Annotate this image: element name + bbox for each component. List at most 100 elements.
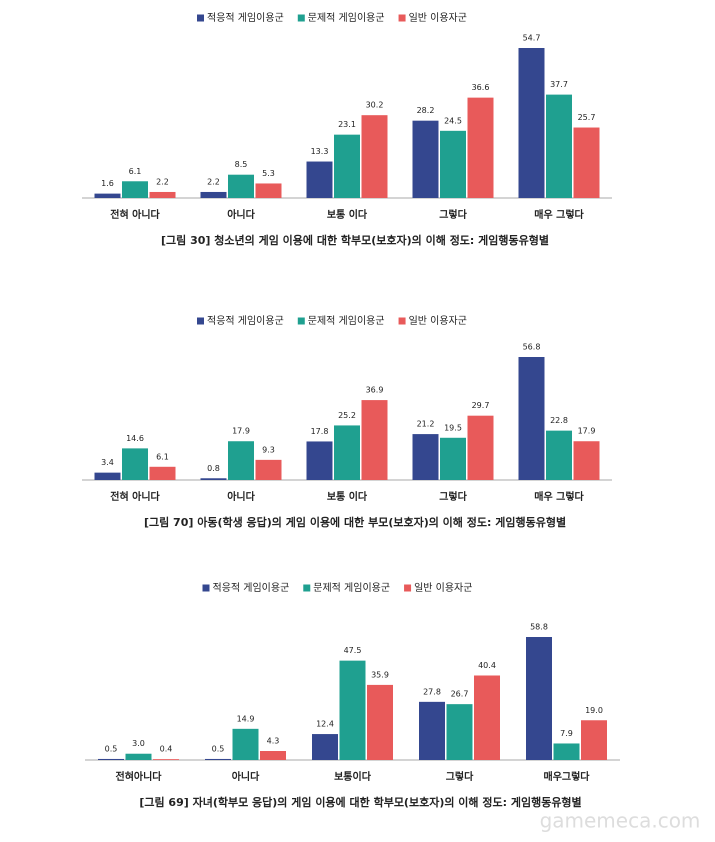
legend-swatch (297, 317, 305, 325)
bar (334, 134, 360, 198)
bar (125, 753, 152, 760)
legend-swatch (197, 317, 204, 325)
legend-swatch (202, 584, 210, 592)
x-tick-label: 보통 이다 (327, 208, 368, 221)
data-label: 23.1 (338, 120, 356, 129)
data-label: 26.7 (451, 690, 469, 699)
legend-label: 적응적 게임이용군 (207, 11, 284, 24)
legend-swatch (303, 584, 311, 592)
bar (334, 425, 360, 480)
data-label: 2.2 (207, 177, 220, 186)
data-label: 25.7 (578, 113, 596, 122)
x-tick-label: 매우 그렇다 (534, 208, 584, 221)
data-label: 17.8 (311, 427, 329, 436)
x-tick-label: 그렇다 (439, 208, 467, 221)
data-label: 21.2 (417, 420, 435, 429)
data-label: 14.6 (126, 434, 144, 443)
data-label: 6.1 (156, 452, 169, 461)
x-tick-label: 보통이다 (334, 770, 372, 783)
bar (518, 357, 545, 480)
chart-caption: [그림 70] 아동(학생 응답)의 게임 이용에 대한 부모(보호자)의 이해… (144, 515, 566, 529)
data-label: 35.9 (371, 670, 389, 679)
legend-label: 적응적 게임이용군 (213, 581, 290, 594)
legend-swatch (197, 14, 204, 22)
bar (255, 183, 282, 198)
data-label: 4.3 (267, 737, 280, 746)
data-label: 47.5 (344, 646, 362, 655)
bar (573, 127, 600, 198)
data-label: 58.8 (530, 623, 548, 632)
data-label: 56.8 (523, 343, 541, 352)
data-label: 1.6 (101, 179, 114, 188)
data-label: 54.7 (523, 34, 541, 43)
bar (553, 743, 580, 760)
data-label: 12.4 (316, 720, 334, 729)
bar (228, 441, 254, 480)
data-label: 27.8 (423, 687, 441, 696)
bar (412, 120, 439, 198)
x-tick-label: 전혀 아니다 (110, 208, 160, 221)
legend-swatch (297, 14, 305, 22)
legend-label: 문제적 게임이용군 (308, 11, 385, 24)
legend-label: 일반 이용자군 (409, 315, 467, 327)
x-tick-label: 매우 그렇다 (534, 490, 584, 503)
data-label: 3.0 (132, 739, 145, 748)
bar (312, 734, 338, 760)
data-label: 36.6 (472, 83, 490, 92)
watermark: gamemeca.com (540, 809, 701, 833)
bar (367, 684, 393, 760)
data-label: 7.9 (560, 729, 573, 738)
data-label: 22.8 (550, 416, 568, 425)
data-label: 8.5 (235, 160, 248, 169)
legend-label: 일반 이용자군 (414, 582, 472, 594)
data-label: 19.0 (585, 706, 603, 715)
bar (306, 441, 333, 480)
bar (228, 174, 254, 198)
bar (260, 751, 286, 760)
bar (306, 161, 333, 198)
data-label: 9.3 (262, 445, 275, 454)
data-label: 19.5 (444, 423, 462, 432)
data-label: 37.7 (550, 80, 568, 89)
chart-caption: [그림 69] 자녀(학부모 응답)의 게임 이용에 대한 학부모(보호자)의 … (139, 795, 581, 809)
legend-label: 적응적 게임이용군 (207, 314, 284, 327)
bar (361, 400, 388, 480)
bar (255, 459, 282, 480)
bar (467, 97, 494, 198)
bar (474, 675, 500, 760)
x-tick-label: 아니다 (227, 490, 255, 503)
chart-caption: [그림 30] 청소년의 게임 이용에 대한 학부모(보호자)의 이해 정도: … (161, 233, 549, 247)
legend-swatch (398, 317, 406, 325)
data-label: 40.4 (478, 661, 496, 670)
bar (122, 181, 148, 198)
bar (149, 191, 176, 198)
x-tick-label: 매우그렇다 (544, 770, 591, 783)
bar (440, 130, 466, 198)
bar (200, 191, 227, 198)
data-label: 5.3 (262, 169, 275, 178)
data-label: 17.9 (232, 427, 250, 436)
bar (546, 94, 572, 198)
data-label: 0.5 (105, 744, 118, 753)
bar (94, 472, 121, 480)
bar (94, 193, 121, 198)
data-label: 24.5 (444, 116, 462, 125)
bar (467, 415, 494, 480)
bar (232, 728, 259, 760)
data-label: 14.9 (237, 714, 255, 723)
bar (412, 434, 439, 480)
data-label: 36.9 (366, 386, 384, 395)
bar (339, 660, 366, 760)
bar (200, 478, 227, 480)
x-tick-label: 아니다 (232, 770, 260, 783)
legend-label: 문제적 게임이용군 (308, 314, 385, 327)
data-label: 29.7 (472, 401, 490, 410)
legend-label: 문제적 게임이용군 (313, 581, 390, 594)
bar (446, 704, 473, 760)
x-tick-label: 전혀 아니다 (110, 490, 160, 503)
data-label: 30.2 (366, 101, 384, 110)
data-label: 17.9 (578, 427, 596, 436)
bar (98, 758, 124, 760)
